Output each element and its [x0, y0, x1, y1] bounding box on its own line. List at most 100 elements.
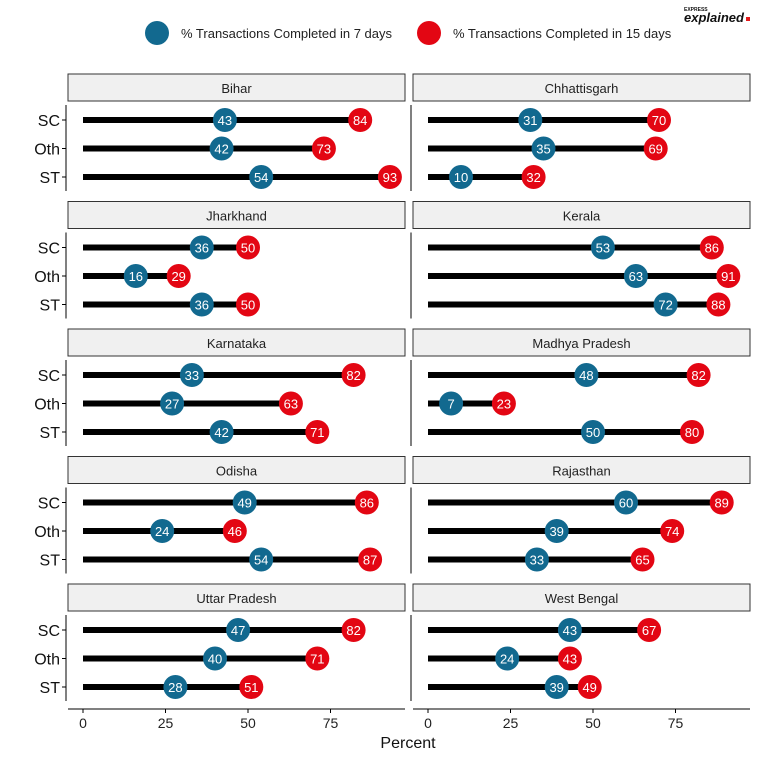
- dot-7-days-jharkhand-sc: [189, 235, 214, 260]
- x-tick-label-75: 75: [668, 715, 684, 731]
- strip-label-west-bengal: West Bengal: [545, 591, 619, 606]
- label-15-days-madhya-pradesh-st: 80: [685, 425, 699, 440]
- label-7-days-jharkhand-st: 36: [195, 298, 209, 313]
- dot-15-days-uttar-pradesh-oth: [305, 646, 330, 671]
- dot-15-days-madhya-pradesh-st: [680, 420, 704, 444]
- label-7-days-uttar-pradesh-st: 28: [168, 680, 182, 695]
- label-7-days-west-bengal-oth: 24: [500, 652, 514, 667]
- label-7-days-rajasthan-st: 33: [530, 553, 544, 568]
- label-7-days-west-bengal-st: 39: [549, 680, 563, 695]
- dot-7-days-madhya-pradesh-sc: [574, 363, 599, 387]
- label-7-days-madhya-pradesh-oth: 7: [447, 397, 454, 412]
- x-tick-label-0: 0: [79, 715, 87, 731]
- label-15-days-jharkhand-oth: 29: [171, 269, 185, 284]
- label-15-days-kerala-st: 88: [711, 298, 725, 313]
- dot-15-days-west-bengal-st: [577, 675, 602, 699]
- strip-label-bihar: Bihar: [221, 81, 252, 96]
- label-7-days-rajasthan-oth: 39: [549, 524, 563, 539]
- label-15-days-chhattisgarh-oth: 69: [648, 142, 662, 157]
- dot-7-days-karnataka-oth: [160, 391, 185, 416]
- dot-15-days-uttar-pradesh-st: [239, 675, 264, 699]
- label-15-days-odisha-sc: 86: [360, 496, 374, 511]
- panel-jharkhand: Jharkhand SC 50 36 Oth 29 16 ST 50 36: [34, 201, 406, 319]
- label-15-days-west-bengal-oth: 43: [563, 652, 577, 667]
- dot-15-days-rajasthan-st: [630, 547, 655, 572]
- label-7-days-uttar-pradesh-sc: 47: [231, 623, 245, 638]
- y-tick-label-oth: Oth: [34, 142, 60, 159]
- label-7-days-karnataka-oth: 27: [165, 397, 179, 412]
- dot-15-days-west-bengal-oth: [557, 646, 582, 671]
- dot-7-days-madhya-pradesh-st: [581, 420, 605, 444]
- dot-7-days-uttar-pradesh-st: [163, 675, 188, 699]
- legend: % Transactions Completed in 7 days % Tra…: [145, 21, 672, 45]
- panel-west-bengal: West Bengal 67 43 43 24 49 39: [410, 583, 751, 701]
- x-tick-label-25: 25: [158, 715, 174, 731]
- strip-rajasthan: [412, 456, 751, 484]
- dot-7-days-jharkhand-st: [189, 292, 214, 317]
- label-15-days-odisha-st: 87: [363, 553, 377, 568]
- y-tick-label-oth: Oth: [34, 652, 60, 669]
- label-7-days-chhattisgarh-sc: 31: [523, 113, 537, 128]
- strip-uttar-pradesh: [67, 583, 406, 612]
- dot-15-days-chhattisgarh-st: [521, 165, 546, 189]
- label-7-days-jharkhand-sc: 36: [195, 241, 209, 256]
- panel-rajasthan: Rajasthan 89 60 74 39 65 33: [410, 456, 751, 574]
- dot-15-days-jharkhand-st: [236, 292, 260, 317]
- x-axis-left: 0 25 50 75: [68, 708, 405, 731]
- dot-15-days-karnataka-oth: [278, 391, 303, 416]
- y-tick-label-sc: SC: [38, 623, 60, 640]
- dot-7-days-chhattisgarh-st: [449, 165, 473, 189]
- logo-express-text: EXPRESS: [684, 7, 708, 13]
- dot-7-days-rajasthan-sc: [614, 490, 638, 515]
- label-7-days-madhya-pradesh-sc: 48: [579, 368, 593, 383]
- x-tick-label-50: 50: [585, 715, 601, 731]
- x-tick-label-75: 75: [323, 715, 339, 731]
- y-tick-label-st: ST: [40, 170, 61, 187]
- dot-7-days-kerala-sc: [590, 235, 615, 260]
- dot-7-days-uttar-pradesh-sc: [226, 618, 251, 642]
- label-7-days-bihar-sc: 43: [218, 113, 232, 128]
- x-tick-label-25: 25: [503, 715, 519, 731]
- x-axis-title: Percent: [380, 735, 436, 752]
- strip-label-uttar-pradesh: Uttar Pradesh: [196, 591, 276, 606]
- label-15-days-rajasthan-sc: 89: [714, 496, 728, 511]
- dot-7-days-chhattisgarh-sc: [518, 108, 543, 132]
- dot-7-days-chhattisgarh-oth: [531, 136, 556, 161]
- label-15-days-madhya-pradesh-oth: 23: [497, 397, 511, 412]
- panel-uttar-pradesh: Uttar Pradesh SC 82 47 Oth 71 40 ST 51 28: [34, 583, 406, 701]
- y-tick-label-sc: SC: [38, 368, 60, 385]
- label-7-days-kerala-sc: 53: [596, 241, 610, 256]
- logo-red-dot: [746, 17, 750, 21]
- dot-7-days-bihar-st: [249, 165, 274, 189]
- x-axis-right: 0 25 50 75: [413, 708, 750, 731]
- label-15-days-odisha-oth: 46: [228, 524, 242, 539]
- strip-label-odisha: Odisha: [216, 464, 258, 479]
- y-tick-label-st: ST: [40, 680, 61, 697]
- label-15-days-uttar-pradesh-sc: 82: [346, 623, 360, 638]
- logo-explained-text: explained: [684, 10, 745, 25]
- strip-chhattisgarh: [412, 73, 751, 102]
- dot-7-days-odisha-sc: [232, 490, 257, 515]
- label-7-days-chhattisgarh-st: 10: [454, 170, 468, 185]
- label-15-days-madhya-pradesh-sc: 82: [691, 368, 705, 383]
- label-15-days-bihar-sc: 84: [353, 113, 367, 128]
- label-15-days-karnataka-st: 71: [310, 425, 324, 440]
- panel-odisha: Odisha SC 86 49 Oth 46 24 ST 87 54: [34, 456, 406, 574]
- strip-label-kerala: Kerala: [563, 209, 601, 224]
- dot-7-days-west-bengal-sc: [557, 618, 582, 642]
- label-15-days-chhattisgarh-st: 32: [526, 170, 540, 185]
- strip-label-madhya-pradesh: Madhya Pradesh: [532, 336, 630, 351]
- label-7-days-jharkhand-oth: 16: [129, 269, 143, 284]
- y-tick-label-oth: Oth: [34, 397, 60, 414]
- dot-7-days-bihar-oth: [209, 136, 234, 161]
- y-tick-label-sc: SC: [38, 241, 60, 258]
- dot-7-days-west-bengal-st: [544, 675, 569, 699]
- strip-odisha: [67, 456, 406, 484]
- label-7-days-kerala-st: 72: [658, 298, 672, 313]
- dot-7-days-rajasthan-oth: [544, 519, 569, 543]
- y-tick-label-st: ST: [40, 425, 61, 442]
- panel-chhattisgarh: Chhattisgarh 70 31 69 35 32 10: [410, 73, 751, 191]
- label-15-days-karnataka-oth: 63: [284, 397, 298, 412]
- dot-15-days-rajasthan-sc: [709, 490, 734, 515]
- dot-15-days-bihar-oth: [311, 136, 336, 161]
